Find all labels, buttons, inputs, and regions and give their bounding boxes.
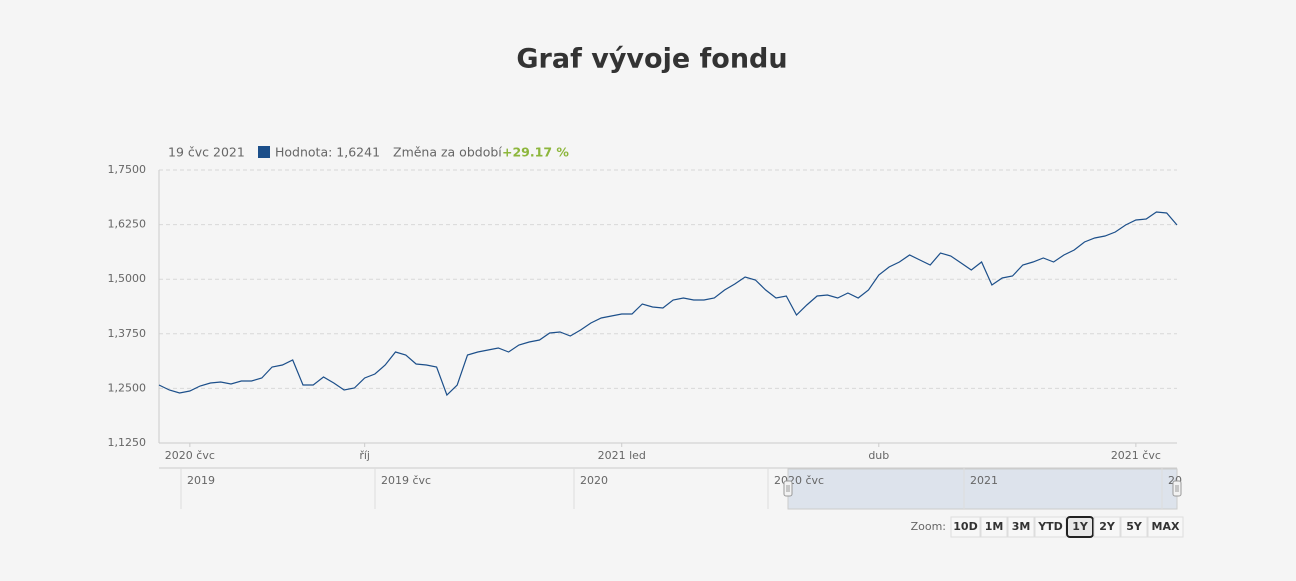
y-tick-label: 1,2500	[108, 381, 147, 394]
zoom-button[interactable]	[1093, 516, 1121, 538]
navigator-label: 2019	[187, 474, 215, 487]
zoom-button[interactable]	[1066, 516, 1094, 538]
y-tick-label: 1,3750	[108, 327, 147, 340]
zoom-button-label[interactable]: 10D	[953, 520, 977, 533]
chart-title: Graf vývoje fondu	[516, 44, 787, 75]
zoom-label: Zoom:	[911, 520, 946, 533]
navigator-handle[interactable]	[783, 480, 793, 497]
legend-swatch	[258, 146, 270, 158]
x-tick-label: dub	[868, 449, 889, 462]
zoom-button-label[interactable]: 1M	[985, 520, 1004, 533]
navigator-handle[interactable]	[1172, 480, 1182, 497]
x-tick-label: 2020 čvc	[165, 449, 215, 462]
navigator-mask	[787, 468, 1178, 510]
zoom-button[interactable]	[1007, 516, 1035, 538]
x-tick-label: 2021 čvc	[1111, 449, 1161, 462]
y-tick-label: 1,1250	[108, 436, 147, 449]
change-value: +29.17 %	[502, 145, 569, 160]
change-label: Změna za období	[393, 145, 502, 160]
zoom-button-label[interactable]: 1Y	[1072, 520, 1089, 533]
zoom-button[interactable]	[1120, 516, 1148, 538]
zoom-button-label[interactable]: 2Y	[1099, 520, 1116, 533]
zoom-button[interactable]	[980, 516, 1008, 538]
zoom-button-label[interactable]: 5Y	[1126, 520, 1143, 533]
zoom-button-label[interactable]: MAX	[1152, 520, 1180, 533]
x-tick-label: říj	[359, 449, 370, 462]
zoom-button-label[interactable]: 3M	[1012, 520, 1031, 533]
x-tick-label: 2021 led	[598, 449, 646, 462]
y-tick-label: 1,7500	[108, 163, 147, 176]
line-series	[158, 211, 1178, 397]
navigator-label: 2019 čvc	[381, 474, 431, 487]
y-tick-label: 1,6250	[108, 218, 147, 231]
navigator-label: 2020	[580, 474, 608, 487]
y-tick-label: 1,5000	[108, 272, 147, 285]
tooltip-value: Hodnota: 1,6241	[275, 145, 380, 160]
zoom-button[interactable]	[950, 516, 981, 538]
zoom-button-label[interactable]: YTD	[1037, 520, 1063, 533]
zoom-button[interactable]	[1147, 516, 1184, 538]
tooltip-date: 19 čvc 2021	[168, 145, 245, 160]
navigator-label: 2021	[970, 474, 998, 487]
navigator-label: 2020 čvc	[774, 474, 824, 487]
